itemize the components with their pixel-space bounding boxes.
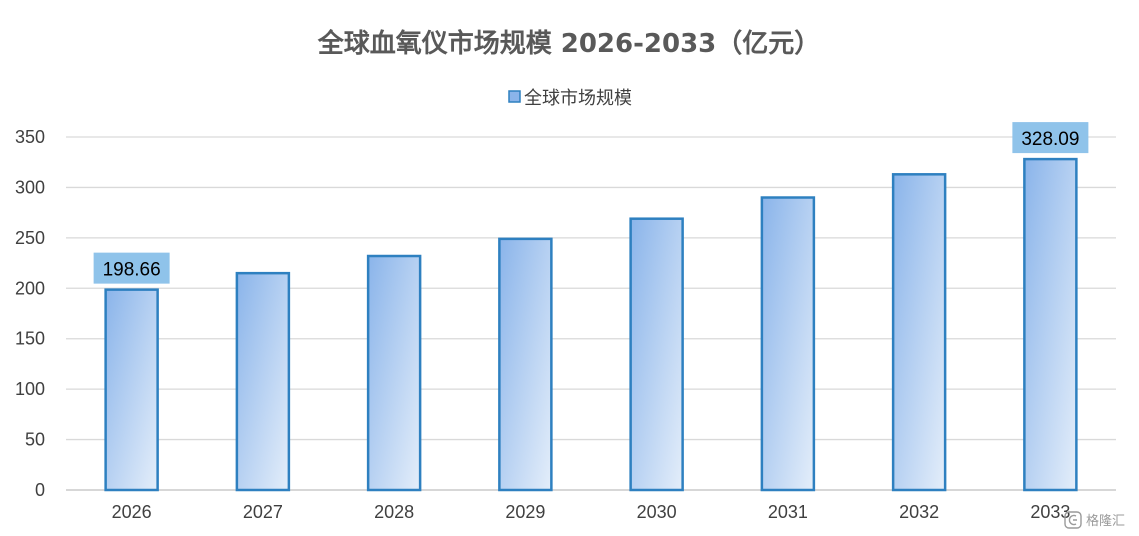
gelonghui-logo-icon — [1064, 511, 1082, 529]
data-label-2026: 198.66 — [93, 252, 170, 284]
y-tick-label: 300 — [15, 177, 45, 197]
bar-2032 — [891, 173, 947, 492]
x-tick-label: 2030 — [637, 502, 677, 522]
data-labels: 198.66 328.09 — [93, 122, 1089, 284]
data-label-box — [1012, 122, 1089, 154]
bar-2033 — [1023, 157, 1078, 492]
data-label-text: 328.09 — [1021, 129, 1079, 150]
bar-2031 — [760, 196, 816, 492]
x-tick-label: 2031 — [768, 502, 808, 522]
y-tick-label: 200 — [15, 278, 45, 298]
bar-2028 — [366, 254, 422, 492]
x-tick-label: 2033 — [1030, 502, 1070, 522]
y-tick-label: 350 — [15, 127, 45, 147]
data-label-2033: 328.09 — [1012, 122, 1089, 154]
legend-swatch — [508, 90, 521, 103]
watermark: 格隆汇 — [1064, 511, 1125, 529]
watermark-text: 格隆汇 — [1086, 513, 1125, 529]
bar-2027 — [235, 271, 291, 492]
chart-title: 全球血氧仪市场规模 2026-2033（亿元） — [317, 28, 821, 59]
x-tick-label: 2026 — [112, 502, 152, 522]
bar-2029 — [498, 237, 553, 492]
y-tick-label: 150 — [15, 329, 45, 349]
x-tick-label: 2027 — [243, 502, 283, 522]
legend-label: 全球市场规模 — [524, 88, 632, 109]
data-label-text: 198.66 — [103, 260, 161, 281]
x-axis-ticks: 2026 2027 2028 2029 2030 2031 2032 2033 — [112, 502, 1071, 522]
legend: 全球市场规模 — [508, 88, 632, 109]
bars — [104, 157, 1078, 492]
y-tick-label: 0 — [35, 480, 45, 500]
y-tick-label: 100 — [15, 379, 45, 399]
x-tick-label: 2029 — [505, 502, 545, 522]
gridlines — [66, 136, 1116, 491]
x-tick-label: 2032 — [899, 502, 939, 522]
bar-2030 — [629, 217, 684, 492]
y-axis-ticks: 0 50 100 150 200 250 300 350 — [15, 127, 45, 500]
y-tick-label: 250 — [15, 228, 45, 248]
data-label-box — [93, 252, 170, 284]
x-tick-label: 2028 — [374, 502, 414, 522]
y-tick-label: 50 — [25, 430, 45, 450]
bar-2026 — [104, 288, 159, 492]
